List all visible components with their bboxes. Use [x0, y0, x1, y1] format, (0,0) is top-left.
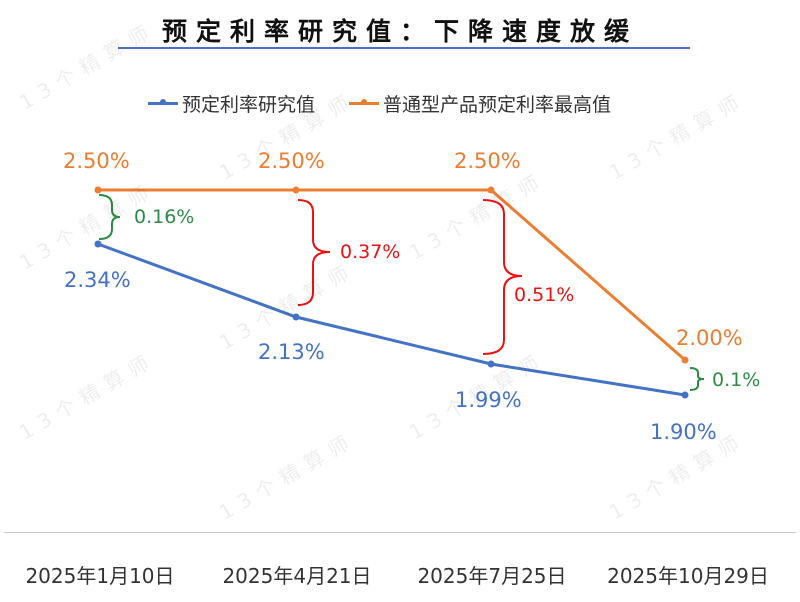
x-tick-label: 2025年4月21日 [222, 564, 372, 588]
gap-label: 0.51% [514, 284, 575, 306]
data-point [94, 186, 102, 194]
gap-label: 0.1% [712, 369, 761, 391]
brace-icon [297, 199, 331, 306]
data-label: 2.34% [64, 268, 131, 292]
x-tick-label: 2025年7月25日 [417, 564, 567, 588]
brace-icon [482, 199, 523, 355]
series-line-max-rate [98, 188, 686, 362]
data-label: 2.50% [258, 149, 325, 173]
legend-item-research-value: 预定利率研究值 [148, 90, 315, 117]
axis-separator [4, 532, 796, 533]
brace-icon [98, 194, 121, 240]
data-point [487, 360, 495, 368]
data-label: 2.50% [63, 149, 130, 173]
data-point [487, 186, 495, 194]
data-point [292, 186, 300, 194]
data-point [681, 356, 689, 364]
data-label: 2.13% [258, 340, 325, 364]
data-point [681, 391, 689, 399]
x-tick-label: 2025年10月29日 [607, 564, 769, 588]
gap-label: 0.37% [340, 241, 401, 263]
legend: 预定利率研究值 普通型产品预定利率最高值 [148, 90, 611, 117]
legend-line-marker-icon [349, 99, 380, 105]
legend-line-marker-icon [148, 99, 178, 105]
data-label: 1.99% [455, 388, 522, 412]
chart-title: 预定利率研究值：下降速度放缓 [161, 17, 638, 46]
brace-icon [689, 367, 705, 391]
data-label: 1.90% [650, 420, 717, 444]
data-label: 2.00% [676, 326, 743, 350]
legend-label: 普通型产品预定利率最高值 [383, 94, 612, 116]
legend-label: 预定利率研究值 [182, 94, 316, 116]
x-tick-label: 2025年1月10日 [25, 564, 175, 588]
data-point [94, 240, 102, 248]
title-underline [118, 47, 690, 49]
gap-label: 0.16% [134, 206, 195, 228]
legend-item-max-rate: 普通型产品预定利率最高值 [349, 90, 611, 117]
series-line-research-value [97, 242, 686, 397]
data-point [292, 313, 300, 321]
data-label: 2.50% [454, 149, 521, 173]
